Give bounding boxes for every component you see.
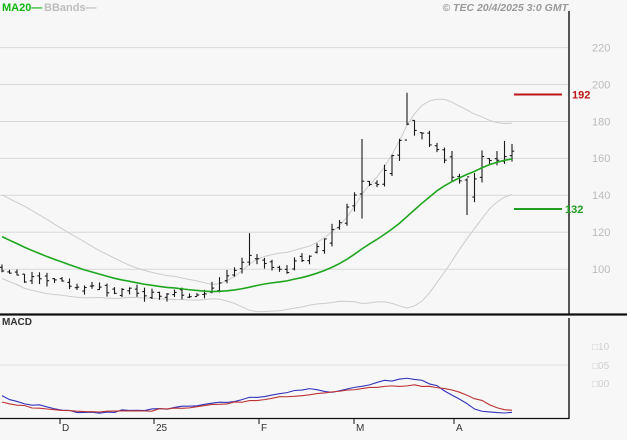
svg-text:MACD: MACD <box>2 317 32 328</box>
svg-text:200: 200 <box>592 79 610 91</box>
svg-text:160: 160 <box>592 153 610 165</box>
svg-text:MA20—: MA20— <box>2 2 42 14</box>
svg-text:25: 25 <box>156 423 168 434</box>
svg-text:120: 120 <box>592 227 610 239</box>
svg-text:© TEC 20/4/2025 3:0 GMT: © TEC 20/4/2025 3:0 GMT <box>442 2 569 14</box>
svg-text:220: 220 <box>592 43 610 55</box>
svg-text:D: D <box>62 423 69 434</box>
svg-text:180: 180 <box>592 116 610 128</box>
svg-text:100: 100 <box>592 264 610 276</box>
svg-text:□10: □10 <box>592 342 610 353</box>
svg-text:BBands—: BBands— <box>44 2 97 14</box>
svg-text:F: F <box>261 423 267 434</box>
svg-text:□05: □05 <box>592 361 610 372</box>
svg-text:□00: □00 <box>592 379 610 390</box>
svg-text:M: M <box>356 423 364 434</box>
svg-text:192: 192 <box>572 90 590 102</box>
svg-text:140: 140 <box>592 190 610 202</box>
svg-text:A: A <box>456 423 463 434</box>
svg-text:132: 132 <box>565 204 583 216</box>
